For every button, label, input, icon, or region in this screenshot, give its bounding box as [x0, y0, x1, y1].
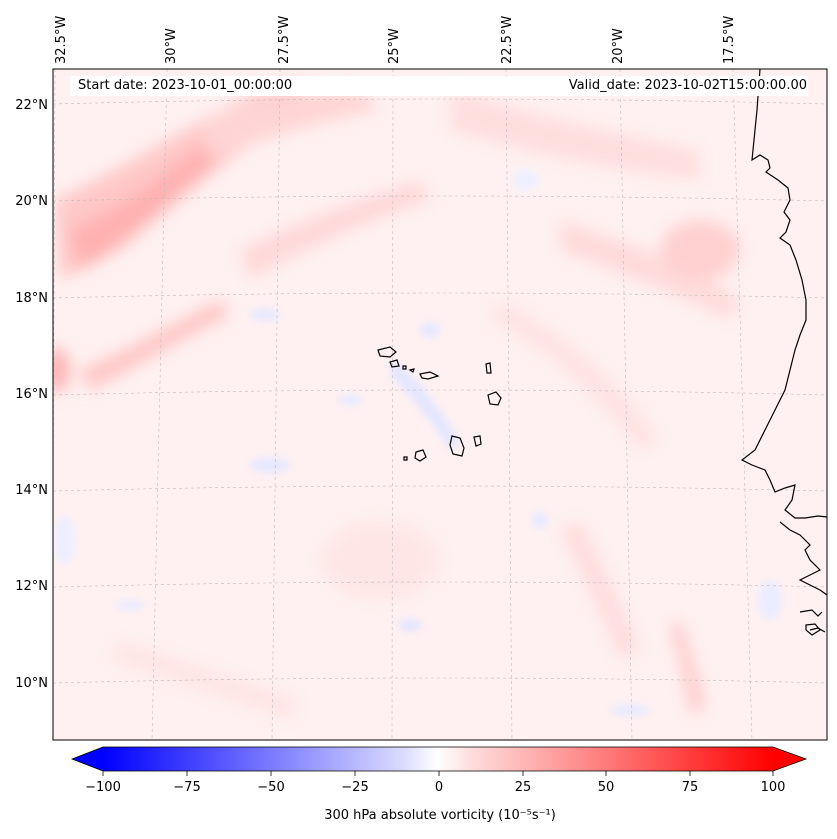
vorticity-field	[53, 69, 827, 740]
lat-label-16n: 16°N	[15, 387, 48, 402]
lon-label-30w: 30°W	[164, 28, 179, 64]
lon-label-25w: 25°W	[387, 28, 402, 64]
lon-label-27-5w: 27.5°W	[277, 15, 292, 64]
cape-verde-islands	[377, 346, 502, 462]
start-date-label: Start date: 2023-10-01_00:00:00	[78, 78, 293, 93]
colorbar-label: 300 hPa absolute vorticity (10⁻⁵s⁻¹)	[324, 808, 556, 823]
colorbar-tick: 75	[681, 780, 699, 795]
date-info-bar	[70, 76, 808, 96]
graticule	[53, 69, 827, 740]
colorbar-body	[103, 747, 773, 771]
valid-date-label: Valid_date: 2023-10-02T15:00:00.00	[568, 78, 807, 93]
colorbar-tick: 100	[760, 780, 786, 795]
lat-label-14n: 14°N	[15, 483, 48, 498]
colorbar-tick: −100	[85, 780, 121, 795]
colorbar-high-extend	[773, 747, 806, 771]
lat-label-20n: 20°N	[15, 194, 48, 209]
map-frame	[52, 68, 828, 741]
coastline	[740, 69, 827, 636]
lon-label-32-5w: 32.5°W	[54, 15, 69, 64]
lon-label-17-5w: 17.5°W	[722, 15, 737, 64]
colorbar-tick: 25	[514, 780, 532, 795]
lat-label-12n: 12°N	[15, 579, 48, 594]
lon-label-22-5w: 22.5°W	[500, 15, 515, 64]
colorbar-tick: −25	[341, 780, 369, 795]
colorbar-tick: −75	[173, 780, 201, 795]
colorbar-tick: 0	[434, 780, 444, 795]
lat-label-18n: 18°N	[15, 291, 48, 306]
colorbar-low-extend	[72, 747, 103, 771]
lat-label-22n: 22°N	[15, 98, 48, 113]
colorbar	[70, 746, 808, 776]
lon-label-20w: 20°W	[611, 28, 626, 64]
lat-label-10n: 10°N	[15, 676, 48, 691]
colorbar-tick: −50	[257, 780, 285, 795]
colorbar-tick: 50	[597, 780, 615, 795]
